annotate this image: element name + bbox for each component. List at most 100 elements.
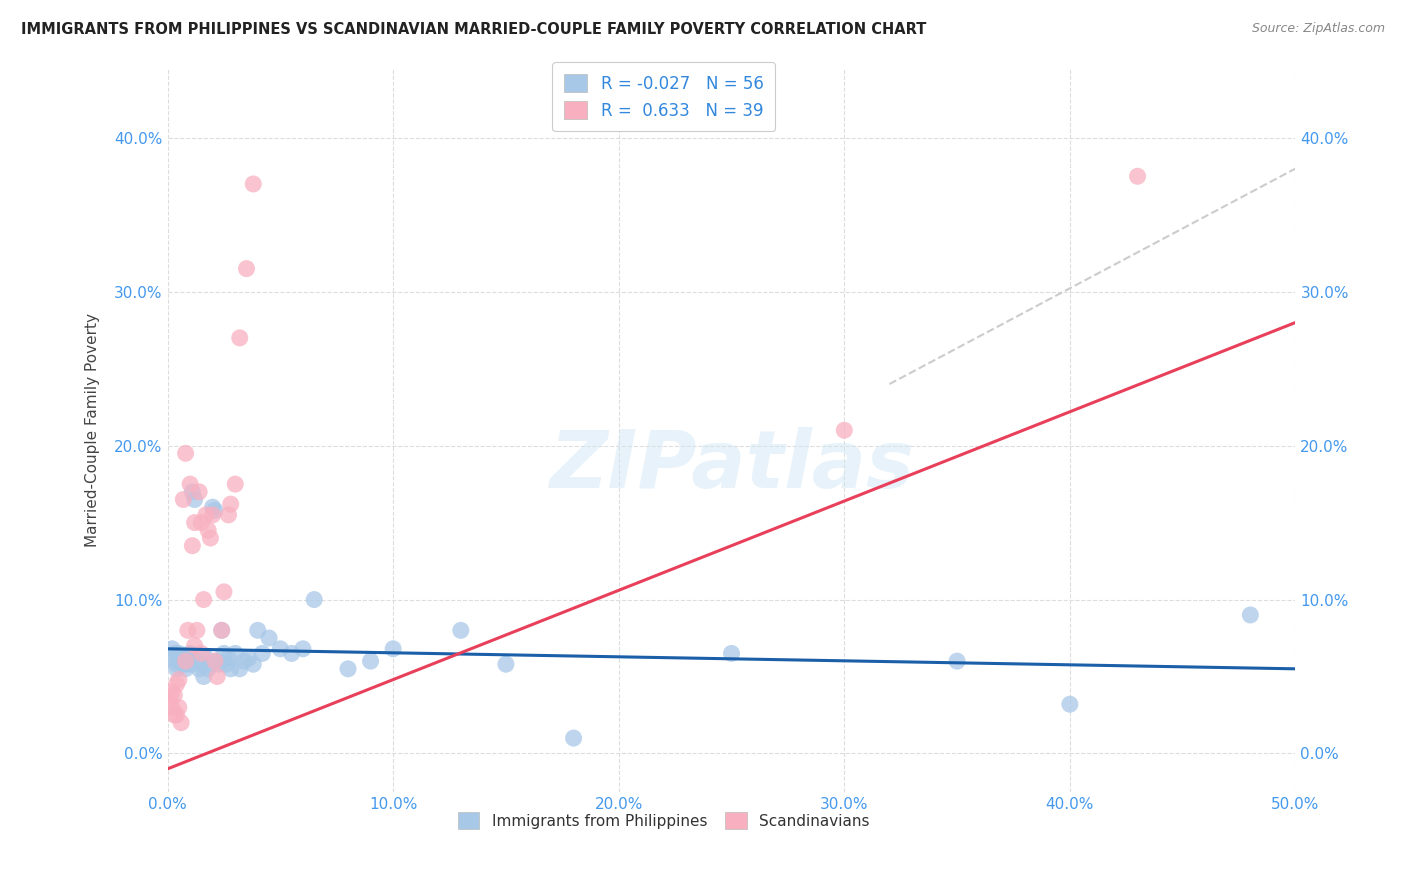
Text: Source: ZipAtlas.com: Source: ZipAtlas.com [1251,22,1385,36]
Point [211,624,233,638]
Point [1239,607,1261,622]
Point [246,624,269,638]
Point [160,700,183,714]
Point [181,539,204,553]
Point [190,657,212,672]
Point [160,685,183,699]
Point [194,508,217,522]
Point [186,624,208,638]
Point [200,657,222,672]
Point [179,654,201,668]
Point [193,669,215,683]
Point [208,657,231,672]
Point [229,331,252,345]
Text: ZIPatlas: ZIPatlas [548,427,914,506]
Point [163,708,186,723]
Point [197,662,219,676]
Point [204,503,226,517]
Point [291,641,314,656]
Point [252,647,274,661]
Point [177,624,200,638]
Point [194,651,217,665]
Point [242,177,264,191]
Point [163,688,186,702]
Legend: Immigrants from Philippines, Scandinavians: Immigrants from Philippines, Scandinavia… [451,806,876,835]
Point [495,657,517,672]
Point [204,654,226,668]
Point [720,647,742,661]
Point [172,492,194,507]
Point [197,523,219,537]
Point [219,662,242,676]
Point [183,516,205,530]
Point [172,657,194,672]
Point [946,654,969,668]
Point [167,654,190,668]
Point [170,649,193,664]
Point [190,516,212,530]
Point [172,654,194,668]
Point [217,651,239,665]
Point [159,692,181,706]
Point [174,446,197,460]
Point [832,423,855,437]
Point [224,477,246,491]
Point [179,647,201,661]
Point [183,492,205,507]
Point [215,657,238,672]
Point [167,647,190,661]
Point [174,662,197,676]
Point [183,639,205,653]
Point [166,708,188,723]
Point [177,657,200,672]
Point [211,624,233,638]
Point [181,657,204,672]
Point [167,700,190,714]
Point [302,592,325,607]
Point [450,624,472,638]
Point [1126,169,1149,184]
Point [186,654,208,668]
Y-axis label: Married-Couple Family Poverty: Married-Couple Family Poverty [86,313,100,547]
Point [200,531,222,545]
Point [188,662,211,676]
Point [205,669,228,683]
Point [269,641,291,656]
Point [174,651,197,665]
Point [181,484,204,499]
Point [159,651,181,665]
Point [201,508,224,522]
Point [360,654,382,668]
Point [179,477,201,491]
Point [212,585,235,599]
Point [166,677,188,691]
Point [382,641,405,656]
Point [201,500,224,515]
Point [235,261,257,276]
Point [188,484,211,499]
Point [562,731,585,745]
Point [193,592,215,607]
Point [160,641,183,656]
Point [166,662,188,676]
Point [242,657,264,672]
Point [219,497,242,511]
Point [337,662,360,676]
Point [174,654,197,668]
Point [212,647,235,661]
Text: IMMIGRANTS FROM PHILIPPINES VS SCANDINAVIAN MARRIED-COUPLE FAMILY POVERTY CORREL: IMMIGRANTS FROM PHILIPPINES VS SCANDINAV… [21,22,927,37]
Point [167,673,190,687]
Point [1059,697,1081,711]
Point [233,654,256,668]
Point [280,647,302,661]
Point [217,508,239,522]
Point [190,647,212,661]
Point [238,651,260,665]
Point [166,657,188,672]
Point [170,715,193,730]
Point [229,662,252,676]
Point [257,631,280,645]
Point [224,647,246,661]
Point [163,647,186,661]
Point [205,654,228,668]
